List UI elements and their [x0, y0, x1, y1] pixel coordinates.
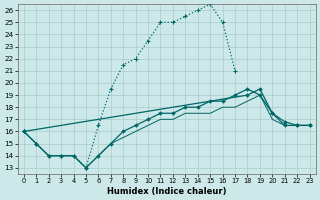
X-axis label: Humidex (Indice chaleur): Humidex (Indice chaleur) [107, 187, 227, 196]
